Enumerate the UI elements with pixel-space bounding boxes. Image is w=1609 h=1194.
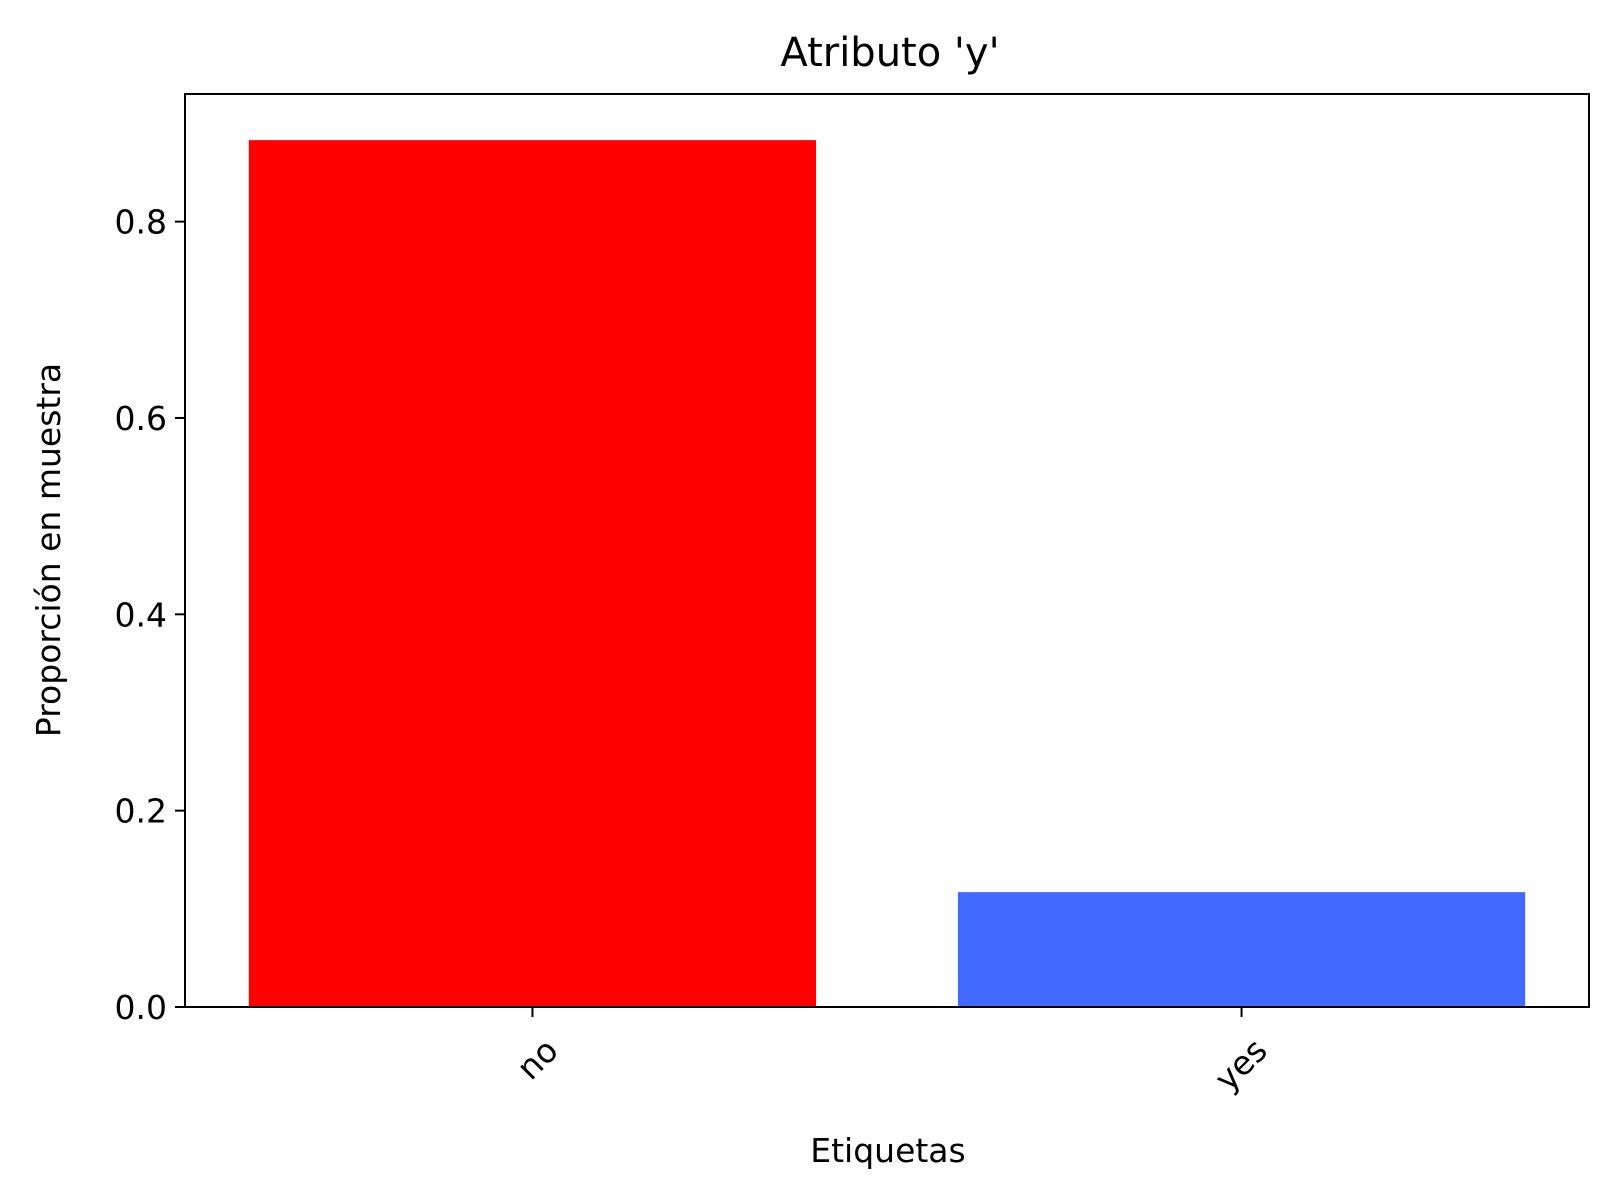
x-axis-label: Etiquetas — [810, 1131, 965, 1170]
y-tick-label: 0.0 — [115, 988, 167, 1027]
bar-no — [248, 140, 817, 1007]
y-tick-label: 0.8 — [115, 203, 167, 242]
x-tick-label-yes: yes — [1207, 1031, 1275, 1099]
y-tick-label: 0.4 — [115, 595, 167, 634]
x-tick-label-no: no — [509, 1031, 566, 1088]
chart-title: Atributo 'y' — [780, 30, 999, 76]
bar-yes — [957, 892, 1526, 1007]
plot-frame — [184, 93, 1590, 1008]
y-axis-label: Proporción en muestra — [29, 363, 68, 737]
y-tick-label: 0.6 — [115, 399, 167, 438]
y-tick-label: 0.2 — [115, 792, 167, 831]
